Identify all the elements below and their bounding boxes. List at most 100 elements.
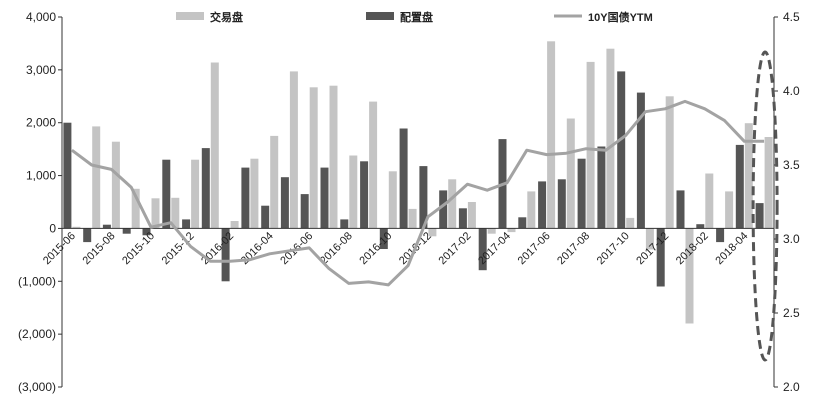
bar-trading-2017-03: [487, 228, 496, 234]
bar-allocation-2016-10: [379, 228, 388, 249]
bar-allocation-2015-09: [122, 228, 131, 234]
bar-allocation-2015-06: [63, 122, 72, 229]
x-tick-label: 2015-06: [41, 230, 78, 267]
bar-allocation-2015-07: [83, 228, 92, 243]
bar-trading-2017-09: [606, 48, 615, 229]
bar-allocation-2018-02: [696, 224, 705, 229]
bar-allocation-2017-02: [458, 208, 467, 229]
bar-trading-2015-09: [131, 188, 140, 229]
left-tick-label: (3,000): [18, 380, 56, 394]
bar-allocation-2016-05: [280, 177, 289, 229]
bar-trading-2018-02: [705, 173, 714, 229]
bar-trading-2016-11: [408, 208, 417, 229]
bar-allocation-2018-04: [735, 144, 744, 229]
bar-trading-2016-01: [210, 62, 219, 229]
left-tick-label: (2,000): [18, 327, 56, 341]
bar-allocation-2017-10: [617, 71, 626, 229]
legend-label-trading: 交易盘: [210, 10, 243, 24]
bar-allocation-2016-07: [320, 167, 329, 229]
bar-trading-2017-10: [626, 217, 635, 229]
x-tick-label: 2017-08: [555, 230, 592, 267]
bar-allocation-2017-01: [439, 190, 448, 229]
bar-trading-2015-12: [191, 159, 200, 229]
bar-trading-2016-04: [270, 135, 279, 229]
left-tick-label: 3,000: [26, 63, 56, 77]
bar-trading-2018-04: [744, 123, 753, 229]
bar-trading-2017-05: [527, 191, 536, 229]
left-tick-label: (1,000): [18, 274, 56, 288]
bar-allocation-2017-06: [538, 181, 547, 229]
x-tick-label: 2017-06: [516, 230, 553, 267]
x-tick-label: 2017-10: [595, 230, 632, 267]
x-tick-label: 2016-10: [357, 230, 394, 267]
bar-trading-2017-04: [507, 228, 516, 233]
bar-trading-2016-02: [230, 221, 239, 229]
bar-trading-2017-08: [586, 61, 595, 229]
x-tick-label: 2017-02: [437, 230, 474, 267]
bar-trading-2016-03: [250, 158, 259, 229]
bar-allocation-2016-06: [300, 194, 309, 229]
bar-trading-2016-06: [309, 87, 318, 229]
left-tick-label: 1,000: [26, 169, 56, 183]
left-y-axis-ticks: 4,000 3,000 2,000 1,000 0 (1,000) (2,000) (3,00…: [18, 10, 62, 394]
bar-trading-2017-07: [566, 118, 575, 229]
bar-trading-2015-07: [92, 126, 101, 229]
legend-swatch-trading: [176, 12, 204, 20]
bar-allocation-2015-10: [142, 228, 151, 236]
legend-swatch-allocation: [366, 12, 394, 20]
bar-allocation-2018-05: [755, 203, 764, 229]
bar-trading-2017-02: [467, 202, 476, 229]
bar-allocation-2016-04: [261, 205, 270, 229]
bar-allocation-2017-05: [518, 217, 527, 229]
bar-trading-2017-12: [665, 96, 674, 229]
right-y-axis-ticks: 4.5 4.0 3.5 3.0 2.5 2.0: [774, 10, 800, 394]
bar-allocation-2015-11: [162, 159, 171, 229]
bar-trading-2016-10: [388, 171, 397, 229]
right-tick-label: 2.5: [783, 306, 800, 320]
bar-trading-2016-09: [369, 101, 378, 229]
bar-trading-2017-11: [645, 228, 654, 250]
bar-allocation-2016-11: [399, 128, 408, 229]
bar-trading-2016-08: [349, 155, 358, 229]
bars-layer: [63, 41, 773, 324]
bar-trading-2017-01: [448, 179, 457, 229]
bar-trading-2016-12: [428, 228, 437, 237]
bar-trading-2015-08: [111, 141, 120, 229]
bar-allocation-2017-03: [478, 228, 487, 271]
bar-allocation-2016-12: [419, 166, 428, 229]
bar-trading-2016-07: [329, 85, 338, 229]
bar-allocation-2017-09: [597, 146, 606, 229]
legend: 交易盘 配置盘 10Y国债YTM: [176, 10, 653, 24]
bar-allocation-2015-12: [182, 219, 191, 229]
bar-allocation-2017-11: [636, 92, 645, 229]
x-tick-label: 2015-10: [120, 230, 157, 267]
bar-trading-2015-10: [151, 198, 160, 229]
bar-allocation-2016-02: [221, 228, 230, 282]
bar-allocation-2017-12: [656, 228, 665, 287]
bar-allocation-2017-08: [577, 158, 586, 229]
bar-trading-2017-06: [547, 41, 556, 229]
right-tick-label: 4.5: [783, 10, 800, 24]
legend-label-allocation: 配置盘: [400, 10, 433, 24]
series-line-10y-ytm: [71, 99, 765, 287]
bar-allocation-2016-01: [201, 148, 210, 229]
x-axis-tick-labels: 2015-06 2015-08 2015-10 2015-12 2016-02 2016-…: [41, 230, 750, 267]
bar-trading-2015-11: [171, 197, 180, 229]
right-tick-label: 3.0: [783, 232, 800, 246]
right-tick-label: 4.0: [783, 84, 800, 98]
left-tick-label: 4,000: [26, 10, 56, 24]
bar-allocation-2016-09: [360, 161, 369, 229]
bar-trading-2016-05: [289, 71, 298, 229]
legend-label-yield: 10Y国债YTM: [588, 10, 653, 24]
right-tick-label: 3.5: [783, 158, 800, 172]
bar-allocation-2015-08: [102, 224, 111, 229]
left-tick-label: 2,000: [26, 116, 56, 130]
bar-trading-2018-03: [725, 191, 734, 229]
left-tick-label: 0: [49, 221, 56, 235]
highlight-ellipse-annotation: [751, 50, 779, 362]
bar-allocation-2016-08: [340, 219, 349, 229]
bar-trading-2015-06: [72, 226, 81, 229]
bar-allocation-2018-03: [716, 228, 725, 243]
